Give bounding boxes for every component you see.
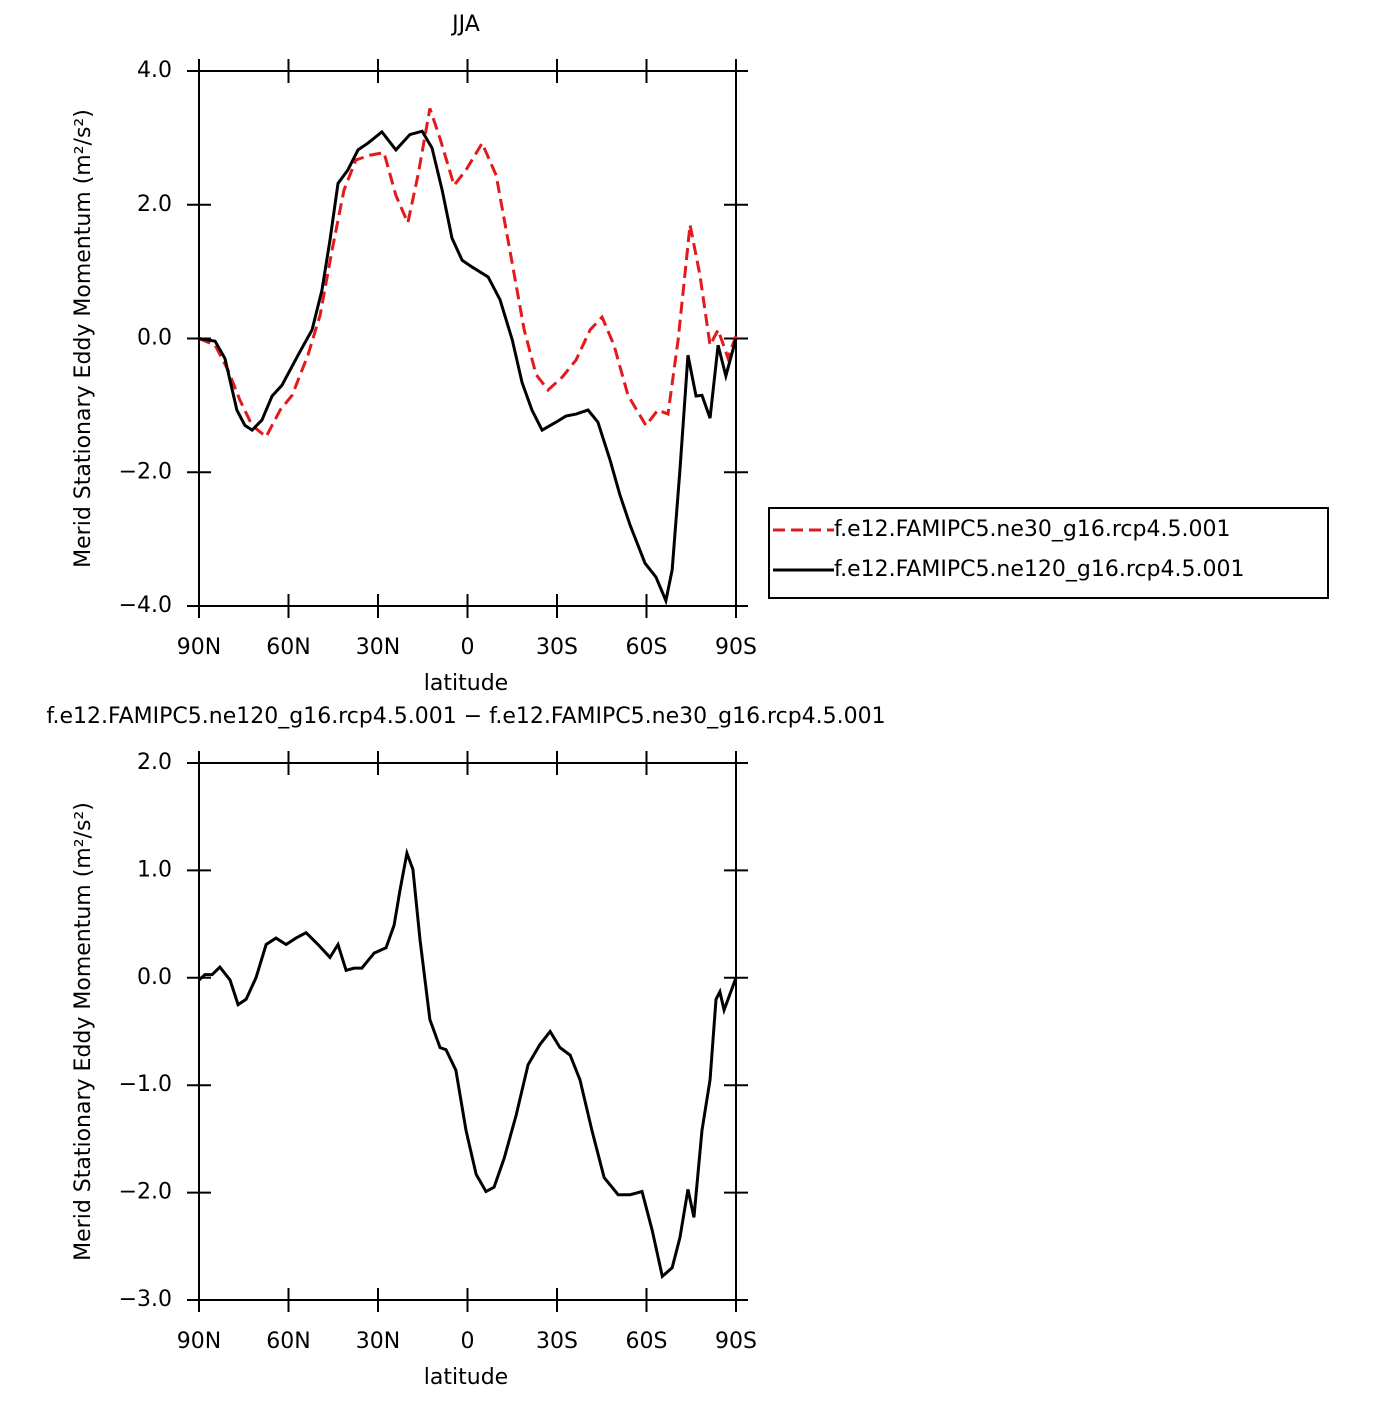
data-line: [197, 847, 738, 1280]
chart-title: JJA: [450, 12, 480, 37]
x-tick-label: 0: [461, 635, 475, 660]
plot-frame: [198, 762, 737, 1301]
y-tick-label: 2.0: [137, 192, 172, 217]
y-tick-label: 1.0: [137, 857, 172, 882]
x-tick-label: 0: [461, 1329, 475, 1354]
x-tick-label: 60S: [626, 1329, 668, 1354]
data-line: [198, 107, 738, 440]
x-axis-label: latitude: [424, 1365, 508, 1390]
y-tick-label: −1.0: [119, 1072, 172, 1097]
chart-title: f.e12.FAMIPC5.ne120_g16.rcp4.5.001 − f.e…: [46, 704, 885, 729]
y-axis-label: Merid Stationary Eddy Momentum (m²/s²): [71, 109, 96, 568]
x-tick-label: 30S: [536, 635, 578, 660]
plot-frame: [198, 70, 737, 607]
x-tick-label: 90S: [715, 635, 757, 660]
y-tick-label: −2.0: [119, 1180, 172, 1205]
x-tick-label: 60N: [266, 635, 310, 660]
y-tick-label: 2.0: [137, 750, 172, 775]
legend-label: f.e12.FAMIPC5.ne120_g16.rcp4.5.001: [834, 557, 1244, 582]
y-tick-label: −4.0: [119, 593, 172, 618]
legend-label: f.e12.FAMIPC5.ne30_g16.rcp4.5.001: [834, 517, 1230, 542]
x-tick-label: 90S: [715, 1329, 757, 1354]
y-tick-label: −3.0: [119, 1287, 172, 1312]
x-tick-label: 30S: [536, 1329, 578, 1354]
x-tick-label: 30N: [356, 635, 400, 660]
y-tick-label: 0.0: [137, 965, 172, 990]
y-tick-label: 4.0: [137, 58, 172, 83]
data-line: [198, 129, 738, 606]
y-tick-label: 0.0: [137, 326, 172, 351]
legend-box: [768, 507, 1329, 599]
x-axis-label: latitude: [424, 671, 508, 696]
x-tick-label: 60S: [626, 635, 668, 660]
x-tick-label: 90N: [177, 1329, 221, 1354]
y-tick-label: −2.0: [119, 459, 172, 484]
x-tick-label: 90N: [177, 635, 221, 660]
x-tick-label: 30N: [356, 1329, 400, 1354]
x-tick-label: 60N: [266, 1329, 310, 1354]
y-axis-label: Merid Stationary Eddy Momentum (m²/s²): [71, 802, 96, 1261]
